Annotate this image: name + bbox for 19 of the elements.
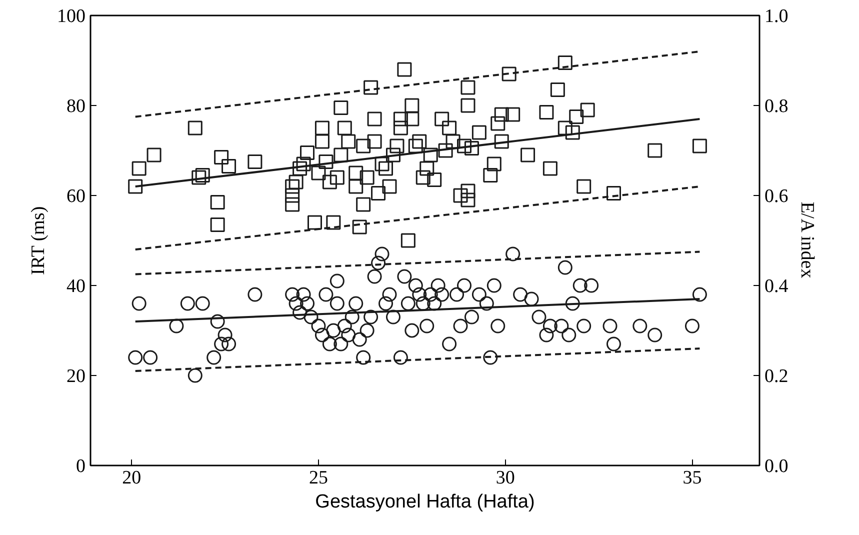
x-axis-title: Gestasyonel Hafta (Hafta) bbox=[315, 492, 535, 512]
y-tick-label: 0 bbox=[76, 456, 86, 477]
y-tick-label: 40 bbox=[66, 276, 86, 297]
y-tick-label: 100 bbox=[57, 6, 86, 27]
y2-tick-label: 0.4 bbox=[764, 276, 789, 297]
y-axis-title: IRT (ms) bbox=[28, 206, 49, 276]
y-tick-label: 20 bbox=[66, 366, 86, 387]
y-tick-label: 80 bbox=[66, 96, 86, 117]
y2-tick-label: 0.2 bbox=[764, 366, 788, 387]
y2-tick-label: 0.0 bbox=[764, 456, 788, 477]
x-tick-label: 25 bbox=[308, 468, 328, 488]
y2-axis-title: E/A index bbox=[796, 202, 818, 279]
y-tick-label: 60 bbox=[66, 186, 86, 207]
y2-tick-label: 0.6 bbox=[764, 186, 788, 207]
y2-tick-label: 0.8 bbox=[764, 96, 788, 117]
x-tick-label: 35 bbox=[682, 468, 702, 488]
x-tick-label: 30 bbox=[496, 468, 515, 488]
y2-tick-label: 1.0 bbox=[764, 6, 788, 27]
x-tick-label: 20 bbox=[122, 468, 142, 488]
